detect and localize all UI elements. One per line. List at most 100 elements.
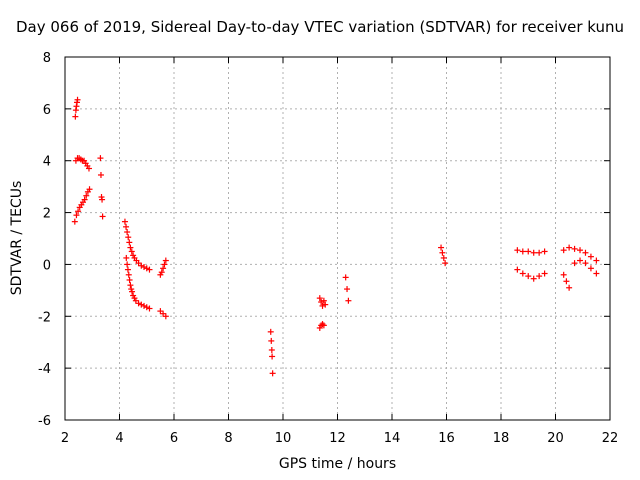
x-tick-label: 14: [384, 431, 401, 446]
data-point: [161, 261, 168, 268]
data-point: [536, 249, 543, 256]
data-point: [269, 370, 276, 377]
data-point: [320, 322, 327, 329]
data-point: [83, 192, 90, 199]
data-point: [536, 273, 543, 280]
x-tick-label: 22: [602, 431, 619, 446]
data-point: [593, 257, 600, 264]
data-point: [438, 244, 445, 251]
data-point: [143, 304, 150, 311]
data-point: [560, 271, 567, 278]
data-point: [582, 249, 589, 256]
x-tick-label: 18: [493, 431, 510, 446]
data-point: [99, 196, 106, 203]
data-point: [135, 300, 142, 307]
data-point: [268, 346, 275, 353]
data-point: [582, 260, 589, 267]
data-point: [160, 265, 167, 272]
y-tick-label: 6: [43, 103, 51, 118]
data-point: [344, 286, 351, 293]
x-tick-label: 20: [547, 431, 564, 446]
x-tick-label: 6: [170, 431, 178, 446]
x-tick-label: 16: [438, 431, 455, 446]
y-tick-label: 4: [43, 155, 51, 170]
data-point: [129, 288, 136, 295]
data-point: [123, 254, 130, 261]
data-point: [124, 266, 131, 273]
data-point: [146, 266, 153, 273]
data-point: [97, 155, 104, 162]
data-point: [541, 270, 548, 277]
data-point: [124, 261, 131, 268]
data-point: [342, 274, 349, 281]
y-tick-label: -6: [38, 414, 51, 429]
data-point: [128, 248, 135, 255]
data-point: [587, 253, 594, 260]
data-point: [587, 265, 594, 272]
data-point: [318, 299, 325, 306]
x-tick-label: 12: [329, 431, 346, 446]
data-point: [81, 196, 88, 203]
y-tick-label: -2: [38, 310, 51, 325]
data-point: [514, 266, 521, 273]
x-tick-label: 4: [115, 431, 123, 446]
axis-ticks: 2 4 6 8 10 12 14 16 18 20 22 -6 -4 -2 0 2 4 6 8: [38, 51, 618, 446]
data-point: [571, 260, 578, 267]
data-points: [71, 96, 600, 377]
data-point: [514, 247, 521, 254]
y-tick-label: 0: [43, 258, 51, 273]
data-point: [121, 218, 128, 225]
data-point: [345, 297, 352, 304]
data-point: [316, 295, 323, 302]
x-tick-label: 8: [224, 431, 232, 446]
data-point: [571, 245, 578, 252]
data-point: [73, 212, 80, 219]
data-point: [269, 353, 276, 360]
data-point: [71, 218, 78, 225]
data-point: [593, 270, 600, 277]
data-point: [97, 171, 104, 178]
data-point: [319, 321, 326, 328]
data-point: [158, 269, 165, 276]
data-point: [86, 186, 93, 193]
y-tick-label: 8: [43, 51, 51, 66]
data-point: [143, 265, 150, 272]
data-point: [525, 273, 532, 280]
data-point: [439, 249, 446, 256]
data-point: [127, 282, 134, 289]
data-point: [125, 271, 132, 278]
data-point: [440, 254, 447, 261]
data-point: [519, 270, 526, 277]
data-point: [563, 278, 570, 285]
data-point: [519, 248, 526, 255]
data-point: [127, 244, 134, 251]
data-point: [126, 276, 133, 283]
data-point: [162, 313, 169, 320]
data-point: [577, 247, 584, 254]
chart-title: Day 066 of 2019, Sidereal Day-to-day VTE…: [15, 18, 625, 36]
data-point: [124, 229, 131, 236]
data-point: [138, 301, 145, 308]
data-point: [162, 257, 169, 264]
data-point: [125, 234, 132, 241]
data-point: [146, 305, 153, 312]
data-point: [74, 96, 81, 103]
data-point: [322, 301, 329, 308]
x-axis-label: GPS time / hours: [278, 456, 397, 472]
data-point: [530, 249, 537, 256]
data-point: [141, 302, 148, 309]
x-tick-label: 2: [61, 431, 69, 446]
y-tick-label: 2: [43, 207, 51, 222]
data-point: [99, 213, 106, 220]
data-point: [320, 297, 327, 304]
x-tick-label: 10: [275, 431, 292, 446]
data-point: [442, 260, 449, 267]
data-point: [560, 247, 567, 254]
data-point: [319, 302, 326, 309]
data-point: [123, 223, 130, 230]
data-point: [577, 257, 584, 264]
data-point: [126, 239, 133, 246]
y-tick-label: -4: [38, 362, 51, 377]
data-point: [141, 264, 148, 271]
